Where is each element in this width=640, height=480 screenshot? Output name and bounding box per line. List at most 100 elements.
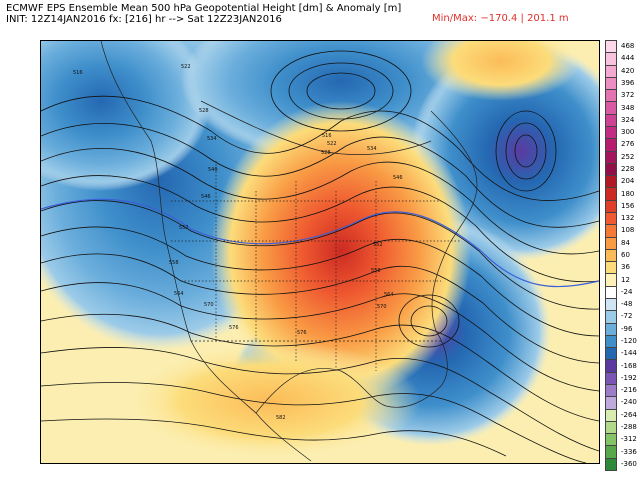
- contour-label: 582: [276, 415, 286, 421]
- colorbar-swatch: [605, 261, 617, 275]
- colorbar-swatch: [605, 138, 617, 152]
- contour-label: 546: [201, 194, 211, 200]
- colorbar-label: 132: [621, 214, 635, 223]
- contour-label: 558: [371, 268, 381, 274]
- colorbar-swatch: [605, 396, 617, 410]
- colorbar-label: 12: [621, 275, 630, 284]
- colorbar-label: -96: [621, 324, 633, 333]
- contour-label: 516: [73, 70, 83, 76]
- contour-label: 540: [208, 167, 218, 173]
- colorbar-label: 84: [621, 238, 630, 247]
- colorbar-label: -240: [621, 398, 637, 407]
- colorbar-swatch: [605, 248, 617, 263]
- colorbar-label: 324: [621, 115, 635, 124]
- colorbar-swatch: [605, 347, 617, 361]
- colorbar-label: -264: [621, 410, 637, 419]
- contour-label: 552: [179, 225, 189, 231]
- colorbar-label: -336: [621, 447, 637, 456]
- colorbar-swatch: [605, 408, 617, 422]
- contour-label: 576: [297, 330, 307, 336]
- contour-label: 528: [321, 150, 331, 156]
- colorbar-swatch: [605, 371, 617, 385]
- colorbar-swatch: [605, 76, 617, 91]
- colorbar-swatch: [605, 433, 617, 447]
- colorbar-label: -360: [621, 459, 637, 468]
- contour-label: 534: [207, 136, 217, 142]
- colorbar-label: 228: [621, 165, 635, 173]
- colorbar-swatch: [605, 89, 617, 103]
- colorbar-swatch: [605, 322, 617, 336]
- colorbar-swatch: [605, 236, 617, 250]
- coastlines: [100, 41, 478, 462]
- contour-label: 534: [367, 146, 377, 152]
- contour-540-highlight: [41, 198, 599, 288]
- colorbar-swatch: [605, 310, 617, 324]
- colorbar-swatch: [605, 384, 617, 398]
- colorbar-label: 444: [621, 54, 635, 63]
- colorbar-label: -288: [621, 423, 637, 431]
- colorbar-label: 252: [621, 152, 635, 161]
- colorbar-label: 108: [621, 226, 635, 235]
- colorbar-swatch: [605, 40, 617, 54]
- colorbar-swatch: [605, 359, 617, 373]
- contour-labels: 516 522 528 534 540 546 552 558 564 570 576 582 516 5…: [73, 64, 403, 421]
- colorbar-swatch: [605, 199, 617, 213]
- colorbar-label: -144: [621, 349, 637, 358]
- height-contours: [41, 95, 599, 463]
- contour-label: 552: [373, 242, 383, 248]
- colorbar-swatch: [605, 334, 617, 349]
- colorbar-swatch: [605, 101, 617, 115]
- contour-label: 516: [322, 133, 332, 139]
- colorbar-label: 156: [621, 201, 635, 210]
- colorbar-label: 468: [621, 42, 635, 51]
- colorbar-swatch: [605, 420, 617, 435]
- northeast-warm-anomaly: [421, 41, 581, 101]
- colorbar-swatch: [605, 457, 617, 471]
- colorbar-swatch: [605, 126, 617, 140]
- contour-label: 528: [199, 108, 209, 114]
- colorbar-label: 204: [621, 177, 635, 186]
- colorbar-swatch: [605, 64, 617, 78]
- colorbar-label: -24: [621, 287, 633, 296]
- colorbar-label: 372: [621, 91, 635, 100]
- colorbar-swatch: [605, 52, 617, 66]
- contour-label: 570: [204, 302, 214, 308]
- southern-warm-anomaly: [121, 341, 421, 461]
- colorbar-label: -216: [621, 386, 637, 395]
- colorbar-label: 348: [621, 103, 635, 112]
- contour-label: 522: [327, 141, 337, 147]
- colorbar-label: 420: [621, 66, 635, 75]
- colorbar-label: 36: [621, 263, 630, 272]
- colorbar-swatch: [605, 273, 617, 287]
- colorbar-swatch: [605, 285, 617, 299]
- colorbar-label: -192: [621, 373, 637, 382]
- colorbar-swatch: [605, 187, 617, 201]
- closed-lows: [270, 50, 557, 348]
- anomaly-map: 516 522 528 534 540 546 552 558 564 570 576 582 516 5…: [41, 41, 599, 463]
- colorbar-swatch: [605, 175, 617, 189]
- chart-title: ECMWF EPS Ensemble Mean 500 hPa Geopoten…: [6, 3, 402, 14]
- contour-label: 570: [377, 304, 387, 310]
- colorbar-swatch: [605, 445, 617, 459]
- colorbar-swatch: [605, 224, 617, 238]
- colorbar-label: 180: [621, 189, 635, 198]
- colorbar-label: 60: [621, 251, 630, 259]
- northwest-cold-anomaly: [41, 41, 211, 191]
- colorbar-swatch: [605, 162, 617, 177]
- colorbar-swatch: [605, 298, 617, 312]
- colorbar-swatch: [605, 212, 617, 226]
- colorbar-label: 396: [621, 79, 635, 87]
- colorbar-label: 300: [621, 128, 635, 137]
- colorbar-label: -168: [621, 361, 637, 370]
- map-panel: 516 522 528 534 540 546 552 558 564 570 576 582 516 5…: [40, 40, 600, 464]
- colorbar-swatch: [605, 150, 617, 164]
- contour-label: 546: [393, 175, 403, 181]
- colorbar-label: -48: [621, 300, 633, 309]
- contour-label: 522: [181, 64, 191, 70]
- contour-label: 558: [169, 260, 179, 266]
- colorbar-label: -312: [621, 435, 637, 444]
- init-forecast-line: INIT: 12Z14JAN2016 fx: [216] hr --> Sat …: [6, 14, 282, 25]
- contour-label: 564: [174, 291, 184, 297]
- contour-label: 564: [384, 292, 394, 298]
- colorbar-label: -120: [621, 337, 637, 345]
